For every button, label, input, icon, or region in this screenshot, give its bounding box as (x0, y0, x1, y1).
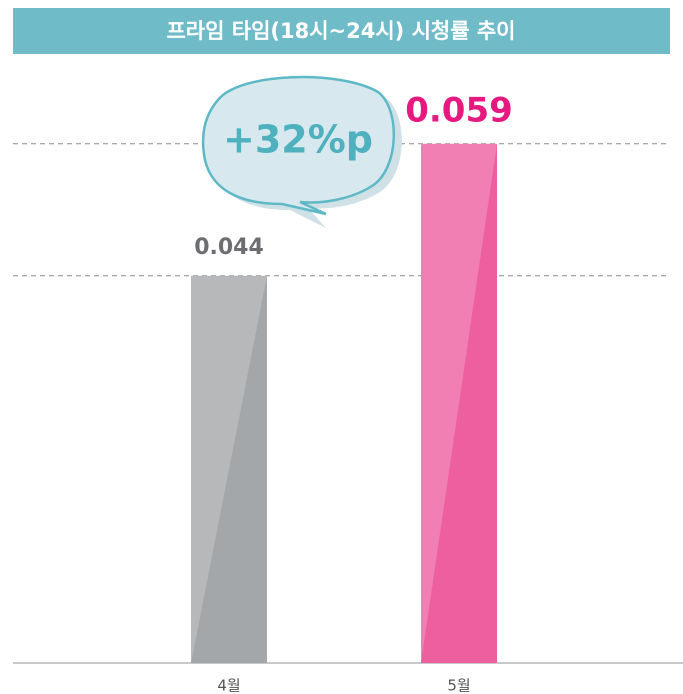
bubble (201, 75, 396, 216)
title-bar (13, 8, 670, 54)
chart-title: 프라임 타임(18시~24시) 시청률 추이 (166, 19, 515, 43)
speech-bubble: +32%p (201, 75, 402, 228)
bar (421, 143, 497, 664)
value-label: 0.059 (405, 90, 513, 130)
plot: 0.044 4월 0.059 5월 (191, 90, 513, 694)
value-label: 0.044 (194, 235, 264, 260)
bar-highlight (421, 143, 497, 664)
annotation: +32%p (223, 118, 373, 162)
bar-highlight (191, 275, 267, 663)
x-tick-label: 4월 (217, 677, 240, 694)
x-tick-label: 5월 (447, 677, 470, 694)
bar (191, 275, 267, 663)
